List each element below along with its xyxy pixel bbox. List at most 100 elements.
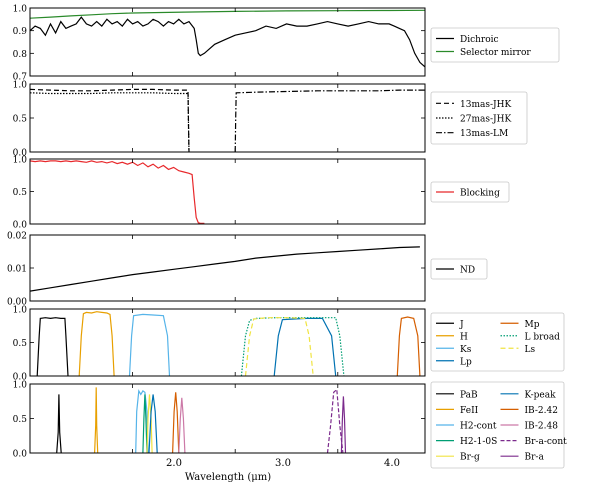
series-line [135, 388, 149, 453]
legend-label: PaB [460, 390, 478, 400]
series-line [340, 396, 347, 453]
panel-2: 0.0 0.5 1.0 13mas-JHK 27mas-JHK 13mas-LM [13, 81, 528, 159]
legend-frame [430, 181, 510, 203]
xtick-label: 4.0 [384, 458, 400, 469]
x-axis: 2.0 3.0 4.0 Wavelength (μm) [166, 458, 400, 483]
panel-3: 0.0 0.5 1.0 Blocking [13, 156, 510, 231]
legend-label: L broad [525, 332, 561, 342]
series-line [234, 89, 425, 152]
series-line [56, 394, 62, 453]
panel-1: 0.7 0.8 0.9 1.0 Dichroic Selector mirror [13, 5, 560, 83]
ytick-label: 1.0 [13, 306, 28, 316]
axes-frame [29, 158, 426, 225]
ytick-label: 0.5 [13, 339, 28, 349]
panel-5: 0.0 0.5 1.0 JH Ks Lp Mp L broad Ls [13, 306, 565, 383]
legend: JH Ks Lp Mp L broad Ls [430, 312, 565, 372]
x-axis-label: Wavelength (μm) [185, 472, 271, 483]
legend-label: Br-g [460, 453, 480, 463]
legend-frame [430, 258, 488, 280]
series-line [30, 246, 420, 292]
series-line [240, 317, 345, 376]
series-line [94, 387, 99, 453]
ytick-label: 0.02 [7, 232, 27, 242]
series-line [30, 16, 425, 68]
legend: 13mas-JHK 27mas-JHK 13mas-LM [430, 91, 528, 145]
series-line [244, 317, 314, 376]
axes-frame [29, 234, 426, 302]
series-line [78, 311, 115, 376]
ytick-label: 0.5 [13, 115, 28, 125]
series-line [326, 388, 344, 453]
legend: PaB FeII H2-cont H2-1-0S Br-g K-peak IB-2.42 IB… [430, 381, 568, 469]
legend-frame [430, 27, 560, 63]
ytick-label: 0.7 [13, 73, 28, 83]
ytick-label: 0.0 [13, 450, 28, 460]
legend-label: IB-2.48 [525, 422, 559, 432]
axes-frame [29, 7, 426, 77]
legend-label: FeII [460, 406, 479, 416]
legend-label: Br-a-cont [525, 437, 568, 447]
ytick-label: 0.8 [13, 50, 28, 60]
axes-frame [29, 83, 426, 153]
ytick-label: 1.0 [13, 156, 28, 166]
legend-label: K-peak [525, 390, 557, 400]
legend-label: H2-cont [460, 422, 497, 432]
series-line [273, 317, 337, 376]
ytick-label: 1.0 [13, 381, 28, 391]
series-group [30, 246, 420, 292]
legend-label: 13mas-LM [460, 129, 508, 139]
ytick-label: 0.5 [13, 188, 28, 198]
legend-label: Ks [460, 345, 472, 355]
series-line [178, 397, 186, 453]
legend-label: H2-1-0S [460, 437, 497, 447]
series-line [30, 9, 425, 19]
series-line [396, 316, 421, 376]
series-line [146, 394, 153, 453]
series-line [30, 92, 190, 152]
legend-label: Lp [460, 357, 472, 367]
legend-label: Ls [525, 345, 536, 355]
legend-frame [430, 312, 565, 372]
legend-label: 27mas-JHK [460, 115, 511, 125]
xtick-label: 2.0 [166, 458, 182, 469]
legend-label: 13mas-JHK [460, 100, 511, 110]
series-line [128, 313, 171, 376]
legend-label: J [459, 320, 464, 330]
ytick-label: 0.5 [13, 415, 28, 425]
axes-frame [29, 308, 426, 377]
ytick-label: 0.0 [13, 373, 28, 383]
ytick-label: 1.0 [13, 5, 28, 15]
legend-label: H [460, 332, 468, 342]
series-group [56, 387, 347, 453]
legend: Dichroic Selector mirror [430, 27, 560, 63]
ytick-label: 1.0 [13, 81, 28, 91]
legend-label: Selector mirror [460, 48, 531, 58]
legend-label: ND [460, 266, 475, 276]
panel-6: 0.0 0.5 1.0 PaB FeII H2-cont H2-1-0S Br-g K-peak… [13, 381, 567, 469]
axes-frame [29, 383, 426, 454]
legend-label: Mp [525, 320, 540, 330]
ytick-label: 0.0 [13, 149, 28, 159]
series-group [30, 9, 425, 68]
series-line [36, 317, 69, 376]
legend-frame [430, 381, 565, 469]
ytick-label: 0.0 [13, 221, 28, 231]
legend-frame [430, 91, 528, 145]
legend: Blocking [430, 181, 510, 203]
panel-4: 0.00 0.01 0.02 ND [7, 232, 488, 308]
series-group [30, 88, 425, 152]
xtick-label: 3.0 [275, 458, 291, 469]
series-line [142, 394, 148, 453]
legend-label: Blocking [460, 189, 500, 199]
series-group [36, 311, 421, 376]
series-group [30, 160, 205, 224]
legend: ND [430, 258, 488, 280]
ytick-label: 0.01 [7, 265, 27, 275]
series-line [172, 392, 180, 453]
ytick-label: 0.00 [7, 298, 27, 308]
legend-label: Br-a [525, 453, 545, 463]
ytick-label: 0.9 [13, 27, 28, 37]
series-line [30, 88, 190, 152]
